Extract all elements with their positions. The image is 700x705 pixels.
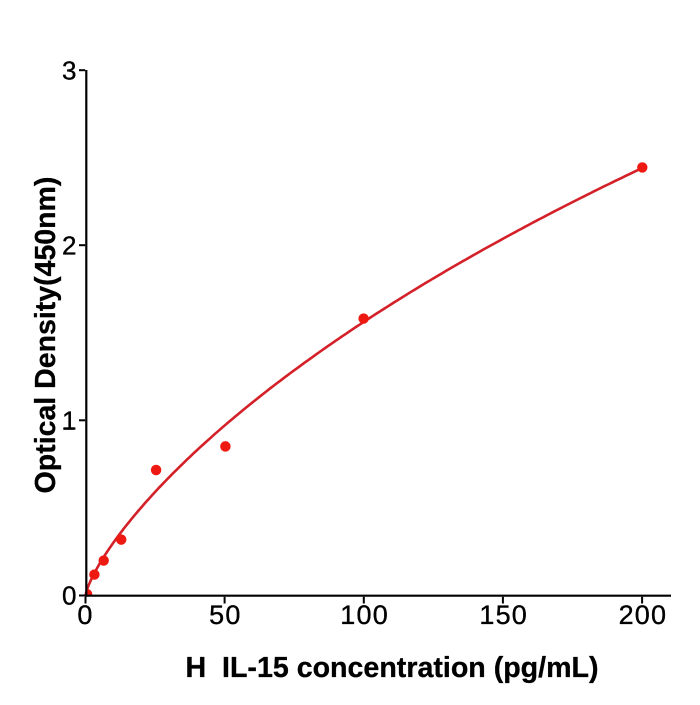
svg-text:0: 0	[62, 581, 76, 611]
svg-text:200: 200	[619, 600, 668, 630]
svg-text:50: 50	[209, 600, 241, 630]
svg-text:H IL-15 concentration (pg/mL): H IL-15 concentration (pg/mL)	[185, 652, 598, 684]
svg-text:150: 150	[479, 600, 528, 630]
svg-text:Optical Density(450nm): Optical Density(450nm)	[30, 177, 62, 494]
svg-text:2: 2	[62, 230, 76, 260]
svg-text:0: 0	[77, 600, 93, 630]
svg-text:100: 100	[340, 600, 389, 630]
svg-text:1: 1	[62, 406, 76, 436]
svg-text:3: 3	[62, 55, 76, 85]
